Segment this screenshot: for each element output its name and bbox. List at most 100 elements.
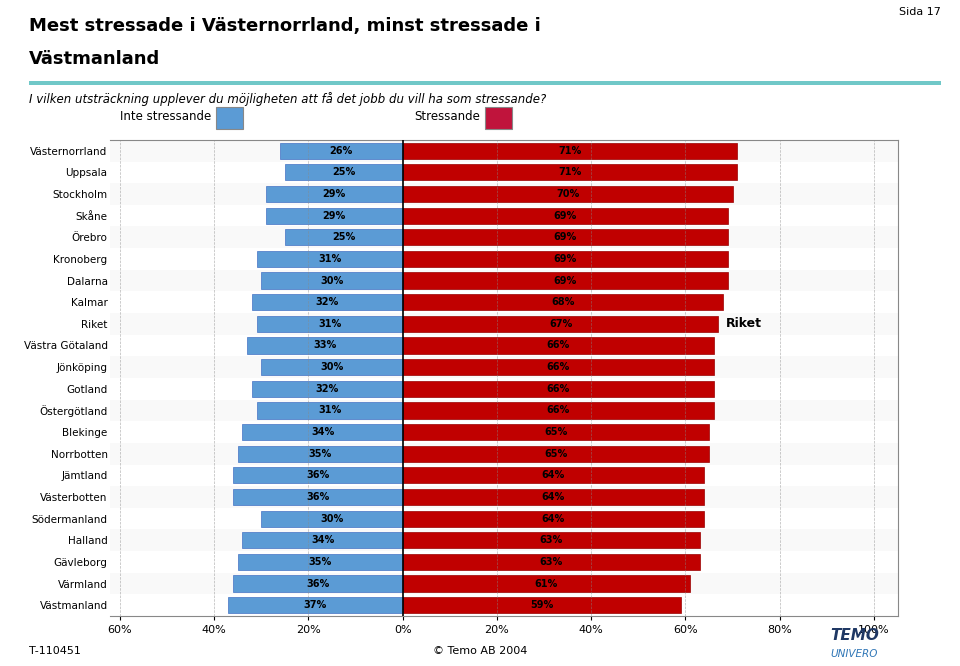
Bar [252,294,402,310]
Bar [402,294,723,310]
Bar [402,272,728,288]
Text: 65%: 65% [544,449,567,459]
Text: 31%: 31% [318,254,341,264]
Text: 69%: 69% [554,254,577,264]
Text: 64%: 64% [541,492,565,502]
Bar [402,251,728,267]
Bar [402,359,714,375]
Bar [285,229,402,245]
Text: 63%: 63% [540,557,563,567]
Text: 30%: 30% [321,276,344,286]
Bar [402,532,700,548]
Text: 64%: 64% [541,513,565,523]
Bar [233,468,402,484]
Text: 69%: 69% [554,232,577,242]
Text: UNIVERO: UNIVERO [830,649,877,659]
Bar [402,554,700,570]
Text: I vilken utsträckning upplever du möjligheten att få det jobb du vill ha som str: I vilken utsträckning upplever du möjlig… [29,92,546,106]
Bar [402,468,705,484]
Bar [402,402,714,418]
Bar [402,424,709,440]
Bar [110,183,898,205]
Text: 71%: 71% [559,167,582,177]
Text: 30%: 30% [321,513,344,523]
Text: Stressande: Stressande [414,110,480,123]
Bar [402,511,705,527]
Bar [110,486,898,508]
Bar [261,511,402,527]
Text: Sida 17: Sida 17 [899,7,941,17]
Bar [266,186,402,202]
Text: 36%: 36% [306,470,329,480]
Bar [261,359,402,375]
Text: 32%: 32% [316,384,339,394]
Bar [110,356,898,378]
Bar [110,270,898,292]
Text: TEMO: TEMO [830,627,879,643]
Text: Riket: Riket [726,317,761,330]
Text: 71%: 71% [559,146,582,156]
Bar [228,597,402,613]
Text: 66%: 66% [546,340,570,350]
Bar [233,575,402,591]
Text: 34%: 34% [311,427,334,437]
Text: 67%: 67% [549,319,572,329]
Text: Mest stressade i Västernorrland, minst stressade i: Mest stressade i Västernorrland, minst s… [29,17,540,35]
Bar [233,489,402,505]
Bar [402,597,681,613]
Text: 65%: 65% [544,427,567,437]
Text: 70%: 70% [556,189,579,199]
Bar [242,424,402,440]
Bar [402,316,718,332]
Bar [402,208,728,224]
Bar [266,208,402,224]
Bar [402,575,690,591]
Bar [256,402,402,418]
Text: 59%: 59% [530,600,553,610]
Bar [238,446,402,462]
Text: 30%: 30% [321,362,344,372]
Text: 33%: 33% [313,340,337,350]
Text: Västmanland: Västmanland [29,50,160,68]
Bar [256,316,402,332]
Bar [110,573,898,594]
Text: T-110451: T-110451 [29,646,81,656]
Text: 35%: 35% [308,449,332,459]
Bar [110,226,898,248]
Text: 36%: 36% [306,492,329,502]
Bar [402,165,737,180]
Text: 31%: 31% [318,319,341,329]
Bar [402,229,728,245]
Bar [110,529,898,551]
Bar [402,446,709,462]
Text: 66%: 66% [546,384,570,394]
Bar [110,443,898,465]
Bar [261,272,402,288]
Bar [402,338,714,354]
Text: 68%: 68% [551,297,575,307]
Bar [402,381,714,397]
Text: 34%: 34% [311,535,334,545]
Text: 37%: 37% [303,600,327,610]
Bar [285,165,402,180]
Bar [242,532,402,548]
Text: 66%: 66% [546,406,570,416]
Text: 31%: 31% [318,406,341,416]
Bar [110,140,898,162]
Bar [402,143,737,159]
Text: 63%: 63% [540,535,563,545]
Text: © Temo AB 2004: © Temo AB 2004 [433,646,527,656]
Text: 29%: 29% [323,189,346,199]
Text: 25%: 25% [332,232,355,242]
Text: 66%: 66% [546,362,570,372]
Text: 64%: 64% [541,470,565,480]
Bar [238,554,402,570]
Text: 25%: 25% [332,167,355,177]
Text: Inte stressande: Inte stressande [120,110,211,123]
Text: 35%: 35% [308,557,332,567]
Text: 26%: 26% [329,146,353,156]
Bar [280,143,402,159]
Text: 69%: 69% [554,276,577,286]
Bar [252,381,402,397]
Bar [402,489,705,505]
